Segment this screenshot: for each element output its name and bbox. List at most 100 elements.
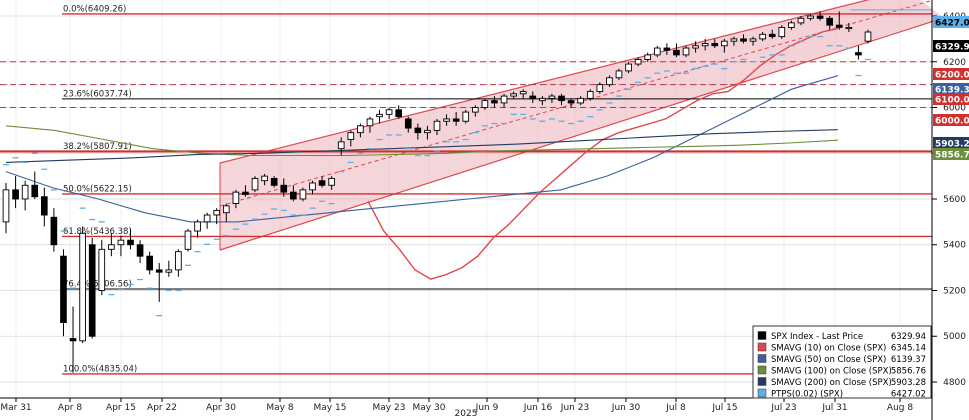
price-label-box (933, 148, 969, 160)
candle-body-up (788, 22, 795, 28)
candle (222, 203, 230, 222)
candle-body-down (270, 177, 278, 186)
channel-upper-line (219, 0, 870, 164)
candle-body-up (309, 182, 316, 191)
candle (2, 182, 10, 234)
x-tick-label: Jul 23 (770, 403, 796, 413)
candle (136, 240, 144, 264)
candle (864, 29, 872, 44)
candle-body-up (357, 125, 364, 134)
candle (778, 25, 786, 39)
candle-body-up (98, 248, 106, 291)
candle-body-up (424, 129, 431, 134)
candle (366, 116, 374, 133)
candle-body-down (816, 15, 824, 19)
candle-body-up (539, 97, 546, 102)
legend-box (752, 325, 932, 399)
candle (653, 45, 661, 58)
candle-body-up (653, 47, 661, 56)
candle-body-up (864, 31, 872, 42)
y-tick-label: 5600 (943, 195, 966, 205)
candle-body-down (395, 109, 403, 118)
candle (232, 189, 240, 209)
fib-level-label: 0.0%(6409.26) (63, 4, 126, 14)
candle-body-up (692, 45, 699, 49)
candle-body-up (778, 26, 786, 38)
candle-body-up (299, 189, 307, 200)
legend-swatch (757, 377, 767, 386)
candle-body-down (280, 184, 288, 193)
candle (376, 109, 383, 124)
legend-value: 5856.76 (891, 367, 926, 377)
candle (299, 187, 307, 202)
candle-body-down (155, 269, 163, 273)
x-tick-label: Jun 16 (523, 403, 553, 413)
candle (50, 208, 58, 252)
candle (826, 16, 834, 30)
legend-swatch (757, 365, 767, 375)
candle (586, 89, 594, 101)
candle-body-up (644, 54, 652, 60)
candle-body-up (682, 47, 690, 56)
candle-body-up (596, 84, 604, 92)
price-label-text: 6329.94 (935, 43, 969, 53)
candle (711, 38, 719, 49)
candle-body-up (261, 175, 268, 182)
candle (577, 96, 584, 106)
candle (740, 34, 747, 44)
candles (2, 11, 872, 373)
candle-body-up (797, 17, 805, 24)
price-label-text: 6000.00 (935, 117, 969, 127)
candle-body-down (60, 255, 67, 323)
candle (835, 11, 843, 30)
candle (692, 41, 699, 53)
candle (500, 93, 508, 108)
candle-body-up (385, 109, 393, 115)
candle (433, 118, 441, 135)
x-tick-label: Aug 8 (887, 403, 913, 413)
candle-body-up (337, 141, 345, 150)
candle (749, 36, 757, 46)
fib-level-label: 76.4%(5206.56) (63, 279, 132, 289)
candle-body-up (21, 184, 29, 200)
legend-value: 6345.14 (891, 344, 926, 354)
candle-body-down (12, 189, 19, 200)
x-tick-label: Jul 31 (821, 403, 847, 413)
candle (414, 123, 422, 140)
candle-body-up (807, 15, 814, 19)
candle (548, 93, 556, 103)
candle (730, 36, 738, 46)
price-label-text: 6100.00 (935, 96, 969, 106)
candle-body-down (855, 52, 862, 56)
candle (768, 29, 776, 39)
candle-body-up (184, 230, 192, 250)
price-label-text: 5856.76 (935, 151, 969, 161)
candle (462, 109, 470, 124)
candle (155, 263, 163, 302)
candle (184, 228, 192, 252)
candle-body-down (835, 24, 843, 28)
price-label-box (933, 93, 969, 105)
candle-body-down (663, 47, 671, 51)
candle (816, 11, 824, 21)
y-tick-label: 5200 (943, 286, 966, 296)
candle-body-down (290, 191, 297, 200)
candle (395, 105, 403, 119)
candle (615, 68, 623, 81)
x-tick-label: Jun 9 (475, 403, 499, 413)
candle-body-up (433, 120, 441, 131)
candle-body-down (88, 244, 96, 337)
candle (644, 52, 652, 62)
candle-body-up (203, 214, 211, 223)
fib-level-label: 23.6%(6037.74) (63, 89, 132, 99)
candle (347, 130, 355, 147)
candle (242, 185, 249, 197)
candle (845, 22, 853, 33)
candle (261, 173, 268, 186)
moving-average-line (5, 125, 838, 157)
candle (788, 20, 795, 30)
candle (69, 306, 77, 373)
candle-body-up (194, 221, 201, 232)
candle (539, 96, 546, 106)
